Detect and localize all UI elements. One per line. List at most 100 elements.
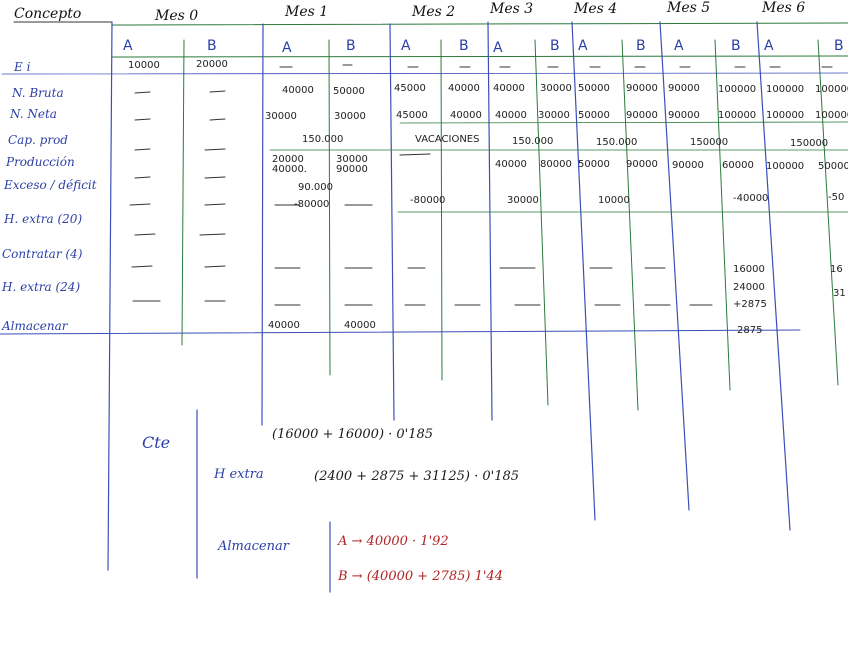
- cell-ex-4: 10000: [598, 195, 630, 206]
- subheader-a-2: A: [401, 38, 411, 54]
- cell-nn-a3: 40000: [495, 110, 527, 121]
- dash-marks: [129, 64, 833, 306]
- header-mes-6: Mes 6: [761, 0, 805, 16]
- cell-nb-a4: 50000: [578, 83, 610, 94]
- cell-pr-a4: 50000: [578, 159, 610, 170]
- subheader-b-6: B: [834, 38, 844, 54]
- header-mes-4: Mes 4: [573, 1, 617, 17]
- cell-nn-b5: 100000: [718, 110, 756, 121]
- cell-nb-b5: 100000: [718, 84, 756, 95]
- row-label-produccion: Producción: [5, 155, 75, 169]
- row-label-n-bruta: N. Bruta: [11, 86, 64, 100]
- subheader-a-3: A: [493, 40, 503, 56]
- calc-almacenar-label: Almacenar: [217, 539, 290, 554]
- subheader-b-1: B: [346, 38, 356, 54]
- subheader-b-4: B: [636, 38, 646, 54]
- cell-nn-b6: 100000: [815, 110, 848, 121]
- cell-cap-5: 150000: [690, 137, 728, 148]
- cell-nn-a2: 45000: [396, 110, 428, 121]
- calc-cte-label: Cte: [142, 433, 170, 452]
- cell-he-5: 24000: [733, 282, 765, 293]
- cell-pr-a5: 90000: [672, 160, 704, 171]
- row-label-cap-prod: Cap. prod: [8, 133, 68, 147]
- cell-pr-a3: 40000: [495, 159, 527, 170]
- cell-nb-a2: 45000: [394, 83, 426, 94]
- cell-ei-a0: 10000: [128, 60, 160, 71]
- cell-nb-b2: 40000: [448, 83, 480, 94]
- cell-al-1: 40000: [268, 320, 300, 331]
- cell-nb-b3: 30000: [540, 83, 572, 94]
- cell-ex-1: 90.000: [298, 182, 333, 193]
- cell-nn-a4: 50000: [578, 110, 610, 121]
- calc-almacenar-a: A → 40000 · 1'92: [337, 534, 449, 549]
- row-label-h-extra-24: H. extra (24): [1, 280, 80, 294]
- cell-nb-a1: 40000: [282, 85, 314, 96]
- cell-cap-3: 150.000: [512, 136, 553, 147]
- calc-hextra-label: H extra: [213, 467, 264, 482]
- cell-cap-6: 150000: [790, 138, 828, 149]
- subheader-b-2: B: [459, 38, 469, 54]
- header-mes-5: Mes 5: [666, 0, 710, 16]
- cell-nn-b1: 30000: [334, 111, 366, 122]
- subheader-a-4: A: [578, 38, 588, 54]
- cell-cap-2: VACACIONES: [415, 134, 479, 145]
- cell-nn-a1: 30000: [265, 111, 297, 122]
- cell-nb-b1: 50000: [333, 86, 365, 97]
- header-mes-1: Mes 1: [284, 4, 328, 20]
- header-mes-3: Mes 3: [489, 1, 533, 17]
- cell-ex-2: -80000: [410, 195, 445, 206]
- cell-ex-1b: -80000: [294, 199, 329, 210]
- cell-pr-b6: 50000: [818, 161, 848, 172]
- cell-nn-a5: 90000: [668, 110, 700, 121]
- cell-nn-b2: 40000: [450, 110, 482, 121]
- calc-cte-expression: (16000 + 16000) · 0'185: [272, 427, 433, 442]
- subheader-a-1: A: [282, 40, 292, 56]
- cell-ex-6: -50: [828, 192, 844, 203]
- cell-nb-b4: 90000: [626, 83, 658, 94]
- subheader-a-0: A: [123, 38, 133, 54]
- cell-ex-3: 30000: [507, 195, 539, 206]
- cell-pr-a1: 20000: [272, 154, 304, 165]
- month-dividers: [107, 21, 791, 571]
- row-label-almacenar: Almacenar: [1, 319, 69, 333]
- row-label-ei: E i: [13, 60, 31, 74]
- cell-he-5b: +2875: [733, 299, 767, 310]
- header-mes-0: Mes 0: [154, 8, 198, 24]
- cell-nb-a3: 40000: [493, 83, 525, 94]
- header-mes-2: Mes 2: [411, 4, 455, 20]
- row-label-contratar: Contratar (4): [2, 247, 83, 261]
- subheader-b-5: B: [731, 38, 741, 54]
- cell-nb-a6: 100000: [766, 84, 804, 95]
- calc-almacenar-b: B → (40000 + 2785) 1'44: [337, 569, 503, 584]
- calc-hextra-expression: (2400 + 2875 + 31125) · 0'185: [314, 469, 519, 484]
- cell-nn-a6: 100000: [766, 110, 804, 121]
- cell-pr-b5: 60000: [722, 160, 754, 171]
- cell-nb-a5: 90000: [668, 83, 700, 94]
- cell-ei-b0: 20000: [196, 59, 228, 70]
- cell-pr-b4: 90000: [626, 159, 658, 170]
- cell-pr-b3: 80000: [540, 159, 572, 170]
- cell-nn-b3: 30000: [538, 110, 570, 121]
- cell-nn-b4: 90000: [626, 110, 658, 121]
- cell-al-5: 2875: [737, 325, 762, 336]
- cell-nb-b6: 100000: [815, 84, 848, 95]
- cell-ex-5: -40000: [733, 193, 768, 204]
- cell-ct-6: 16: [830, 264, 843, 275]
- subheader-b-3: B: [550, 38, 560, 54]
- subheader-b-0: B: [207, 38, 217, 54]
- row-label-n-neta: N. Neta: [9, 107, 57, 121]
- cell-pr-b1: 30000: [336, 154, 368, 165]
- row-label-h-extra-20: H. extra (20): [3, 212, 82, 226]
- cell-ct-5: 16000: [733, 264, 765, 275]
- cell-cap-1: 150.000: [302, 134, 343, 145]
- cell-cap-4: 150.000: [596, 137, 637, 148]
- cell-he-6: 31: [833, 288, 846, 299]
- row-label-exceso: Exceso / déficit: [3, 178, 97, 192]
- cell-pr-a1b: 40000.: [272, 164, 307, 175]
- ab-dividers: [181, 39, 839, 411]
- cell-pr-a6: 100000: [766, 161, 804, 172]
- header-concepto: Concepto: [14, 6, 81, 22]
- cell-al-1b: 40000: [344, 320, 376, 331]
- cell-pr-b1b: 90000: [336, 164, 368, 175]
